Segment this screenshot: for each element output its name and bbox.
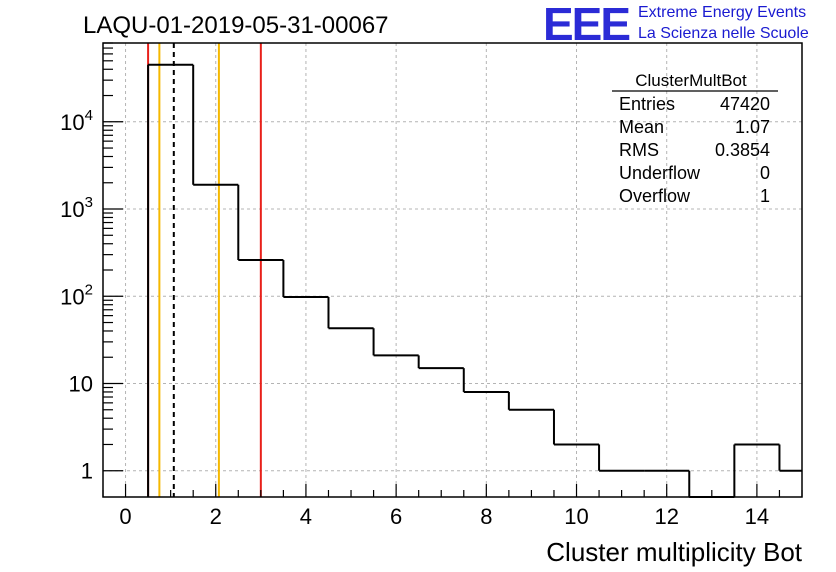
eee-logo: EEE [543, 0, 631, 50]
y-tick-label: 1 [81, 459, 93, 484]
stats-row-label: Overflow [619, 186, 691, 206]
stats-box: ClusterMultBot Entries 47420 Mean 1.07 RMS 0.… [612, 71, 778, 206]
x-tick-label: 6 [390, 504, 402, 529]
x-tick-label: 2 [210, 504, 222, 529]
x-tick-label: 0 [119, 504, 131, 529]
stats-row-label: Mean [619, 117, 664, 137]
stats-row-label: RMS [619, 140, 659, 160]
stats-box-title: ClusterMultBot [635, 71, 747, 90]
x-tick-label: 8 [480, 504, 492, 529]
chart-title: LAQU-01-2019-05-31-00067 [83, 12, 389, 39]
x-tick-label: 12 [654, 504, 678, 529]
stats-row-label: Underflow [619, 163, 701, 183]
stats-box-rows: Entries 47420 Mean 1.07 RMS 0.3854 Underflow 0 O… [619, 94, 770, 206]
y-tick-label: 103 [60, 194, 93, 222]
histogram-marks [147, 43, 802, 498]
stats-row-value: 1 [760, 186, 770, 206]
x-tick-label: 14 [745, 504, 769, 529]
y-tick-label: 102 [60, 281, 93, 309]
y-tick-label: 104 [60, 107, 93, 135]
x-tick-label: 10 [564, 504, 588, 529]
stats-row-label: Entries [619, 94, 675, 114]
x-axis-label: Cluster multiplicity Bot [546, 537, 803, 567]
logo-line-2: La Scienza nelle Scuole [638, 25, 809, 42]
x-tick-label: 4 [300, 504, 312, 529]
stats-row-value: 0 [760, 163, 770, 183]
stats-row-value: 47420 [720, 94, 770, 114]
stats-row-value: 1.07 [735, 117, 770, 137]
logo-line-1: Extreme Energy Events [638, 4, 807, 21]
stats-row-value: 0.3854 [715, 140, 770, 160]
y-tick-label: 10 [69, 372, 93, 397]
plot-frame [102, 42, 803, 498]
grid [103, 43, 802, 497]
